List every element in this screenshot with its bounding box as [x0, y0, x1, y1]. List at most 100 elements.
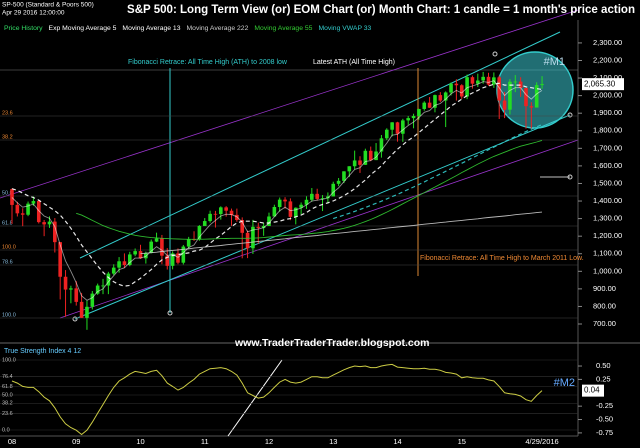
- candle-body: [384, 129, 389, 139]
- candle-body: [497, 77, 502, 101]
- candle-body: [534, 85, 539, 108]
- candle-body: [470, 77, 475, 84]
- candle-body: [475, 80, 480, 84]
- candle-body: [363, 150, 368, 165]
- fib-label: 38.2: [2, 134, 13, 140]
- fib-label: 100.0: [2, 312, 16, 318]
- candle-body: [272, 207, 277, 217]
- anchor-point: [492, 51, 498, 57]
- ma-line: [333, 124, 543, 220]
- ma-line: [11, 80, 543, 301]
- level-label: 76.4: [2, 374, 13, 380]
- x-tick-label: 12: [265, 437, 273, 446]
- legend-entry: Moving Average 13: [122, 25, 180, 32]
- candle-body: [481, 76, 485, 81]
- x-tick-label: 09: [72, 437, 80, 446]
- x-tick-label: 14: [393, 437, 401, 446]
- candle-body: [347, 166, 352, 172]
- y-tick-label: 1,700.00: [593, 143, 622, 152]
- candle-body: [352, 160, 357, 167]
- candle-body: [85, 306, 89, 318]
- candle-body: [149, 241, 154, 254]
- x-tick-label: 08: [8, 437, 16, 446]
- fib-label: 50.0: [2, 190, 13, 196]
- annotation: #M2: [554, 377, 575, 389]
- candle-body: [170, 253, 175, 266]
- x-tick-label: 15: [458, 437, 466, 446]
- panel-title: True Strength Index 4 12: [4, 348, 81, 355]
- last-value-label: 0.04: [584, 386, 600, 395]
- y-tick-label: 1,900.00: [593, 108, 622, 117]
- y-tick-label: 1,300.00: [593, 214, 622, 223]
- y-tick-label: 1,100.00: [593, 249, 622, 258]
- x-tick-label: 13: [329, 437, 337, 446]
- y-tick-label: 1,200.00: [593, 231, 622, 240]
- candle-body: [219, 207, 223, 215]
- annotation: Fibonacci Retrace: All Time High (ATH) t…: [128, 59, 288, 66]
- candle-body: [122, 261, 127, 265]
- candle-body: [267, 216, 271, 226]
- candle-body: [443, 92, 448, 101]
- y-tick-label: 900.00: [593, 284, 616, 293]
- candle-body: [486, 76, 491, 85]
- trend-line: [227, 359, 283, 437]
- candle-body: [524, 87, 528, 107]
- candle-body: [299, 204, 303, 208]
- timestamp: Apr 29 2016 12:00:00: [2, 10, 65, 17]
- candle-body: [390, 122, 394, 130]
- candle-body: [315, 193, 319, 199]
- candle-body: [406, 118, 410, 121]
- candle-body: [106, 273, 111, 286]
- candle-body: [111, 267, 116, 274]
- candle-body: [10, 189, 14, 205]
- candle-body: [310, 193, 314, 200]
- candle-body: [117, 261, 121, 268]
- candle-body: [358, 160, 362, 165]
- level-label: 0.0: [2, 427, 10, 433]
- candle-body: [513, 81, 518, 83]
- candle-body: [277, 199, 282, 208]
- y-tick-label: 1,800.00: [593, 126, 622, 135]
- y-tick-label: 1,500.00: [593, 178, 622, 187]
- candle-body: [508, 81, 512, 110]
- x-tick-label: 10: [136, 437, 144, 446]
- candle-body: [251, 226, 255, 249]
- level-label: 23.6: [2, 411, 13, 417]
- anchor-point: [167, 310, 173, 316]
- candle-body: [20, 213, 25, 215]
- candle-body: [186, 239, 191, 247]
- y-tick-label: -0.50: [596, 415, 613, 424]
- candle-body: [36, 201, 41, 223]
- x-tick-label: 4/29/2016: [525, 437, 558, 446]
- candle-body: [261, 225, 266, 228]
- fib-label: 23.6: [2, 110, 13, 116]
- anchor-point: [72, 316, 78, 322]
- candle-body: [79, 301, 84, 318]
- decorations: [0, 9, 640, 437]
- candle-body: [401, 120, 405, 134]
- website: www.TraderTraderTrader.blogspot.com: [234, 337, 430, 349]
- y-tick-label: 0.25: [596, 374, 611, 383]
- candle-body: [235, 214, 239, 221]
- trend-line: [74, 114, 571, 320]
- level-label: 61.8: [2, 384, 13, 390]
- candle-body: [342, 171, 346, 181]
- legend-entry: Exp Moving Average 5: [49, 25, 117, 32]
- y-tick-label: 1,000.00: [593, 266, 622, 275]
- candle-body: [454, 83, 459, 86]
- candle-body: [256, 226, 261, 228]
- candle-body: [427, 102, 432, 108]
- y-tick-label: 800.00: [593, 301, 616, 310]
- candle-body: [411, 116, 416, 119]
- candle-body: [47, 221, 52, 225]
- candle-body: [208, 213, 212, 222]
- candle-body: [176, 253, 180, 263]
- candle-body: [518, 81, 523, 88]
- ma-line: [11, 82, 543, 287]
- legend-entry: Moving Average 55: [254, 25, 312, 32]
- ma-line: [76, 139, 543, 240]
- candle-body: [502, 100, 507, 110]
- candle-body: [374, 151, 378, 161]
- y-tick-label: -0.25: [596, 401, 613, 410]
